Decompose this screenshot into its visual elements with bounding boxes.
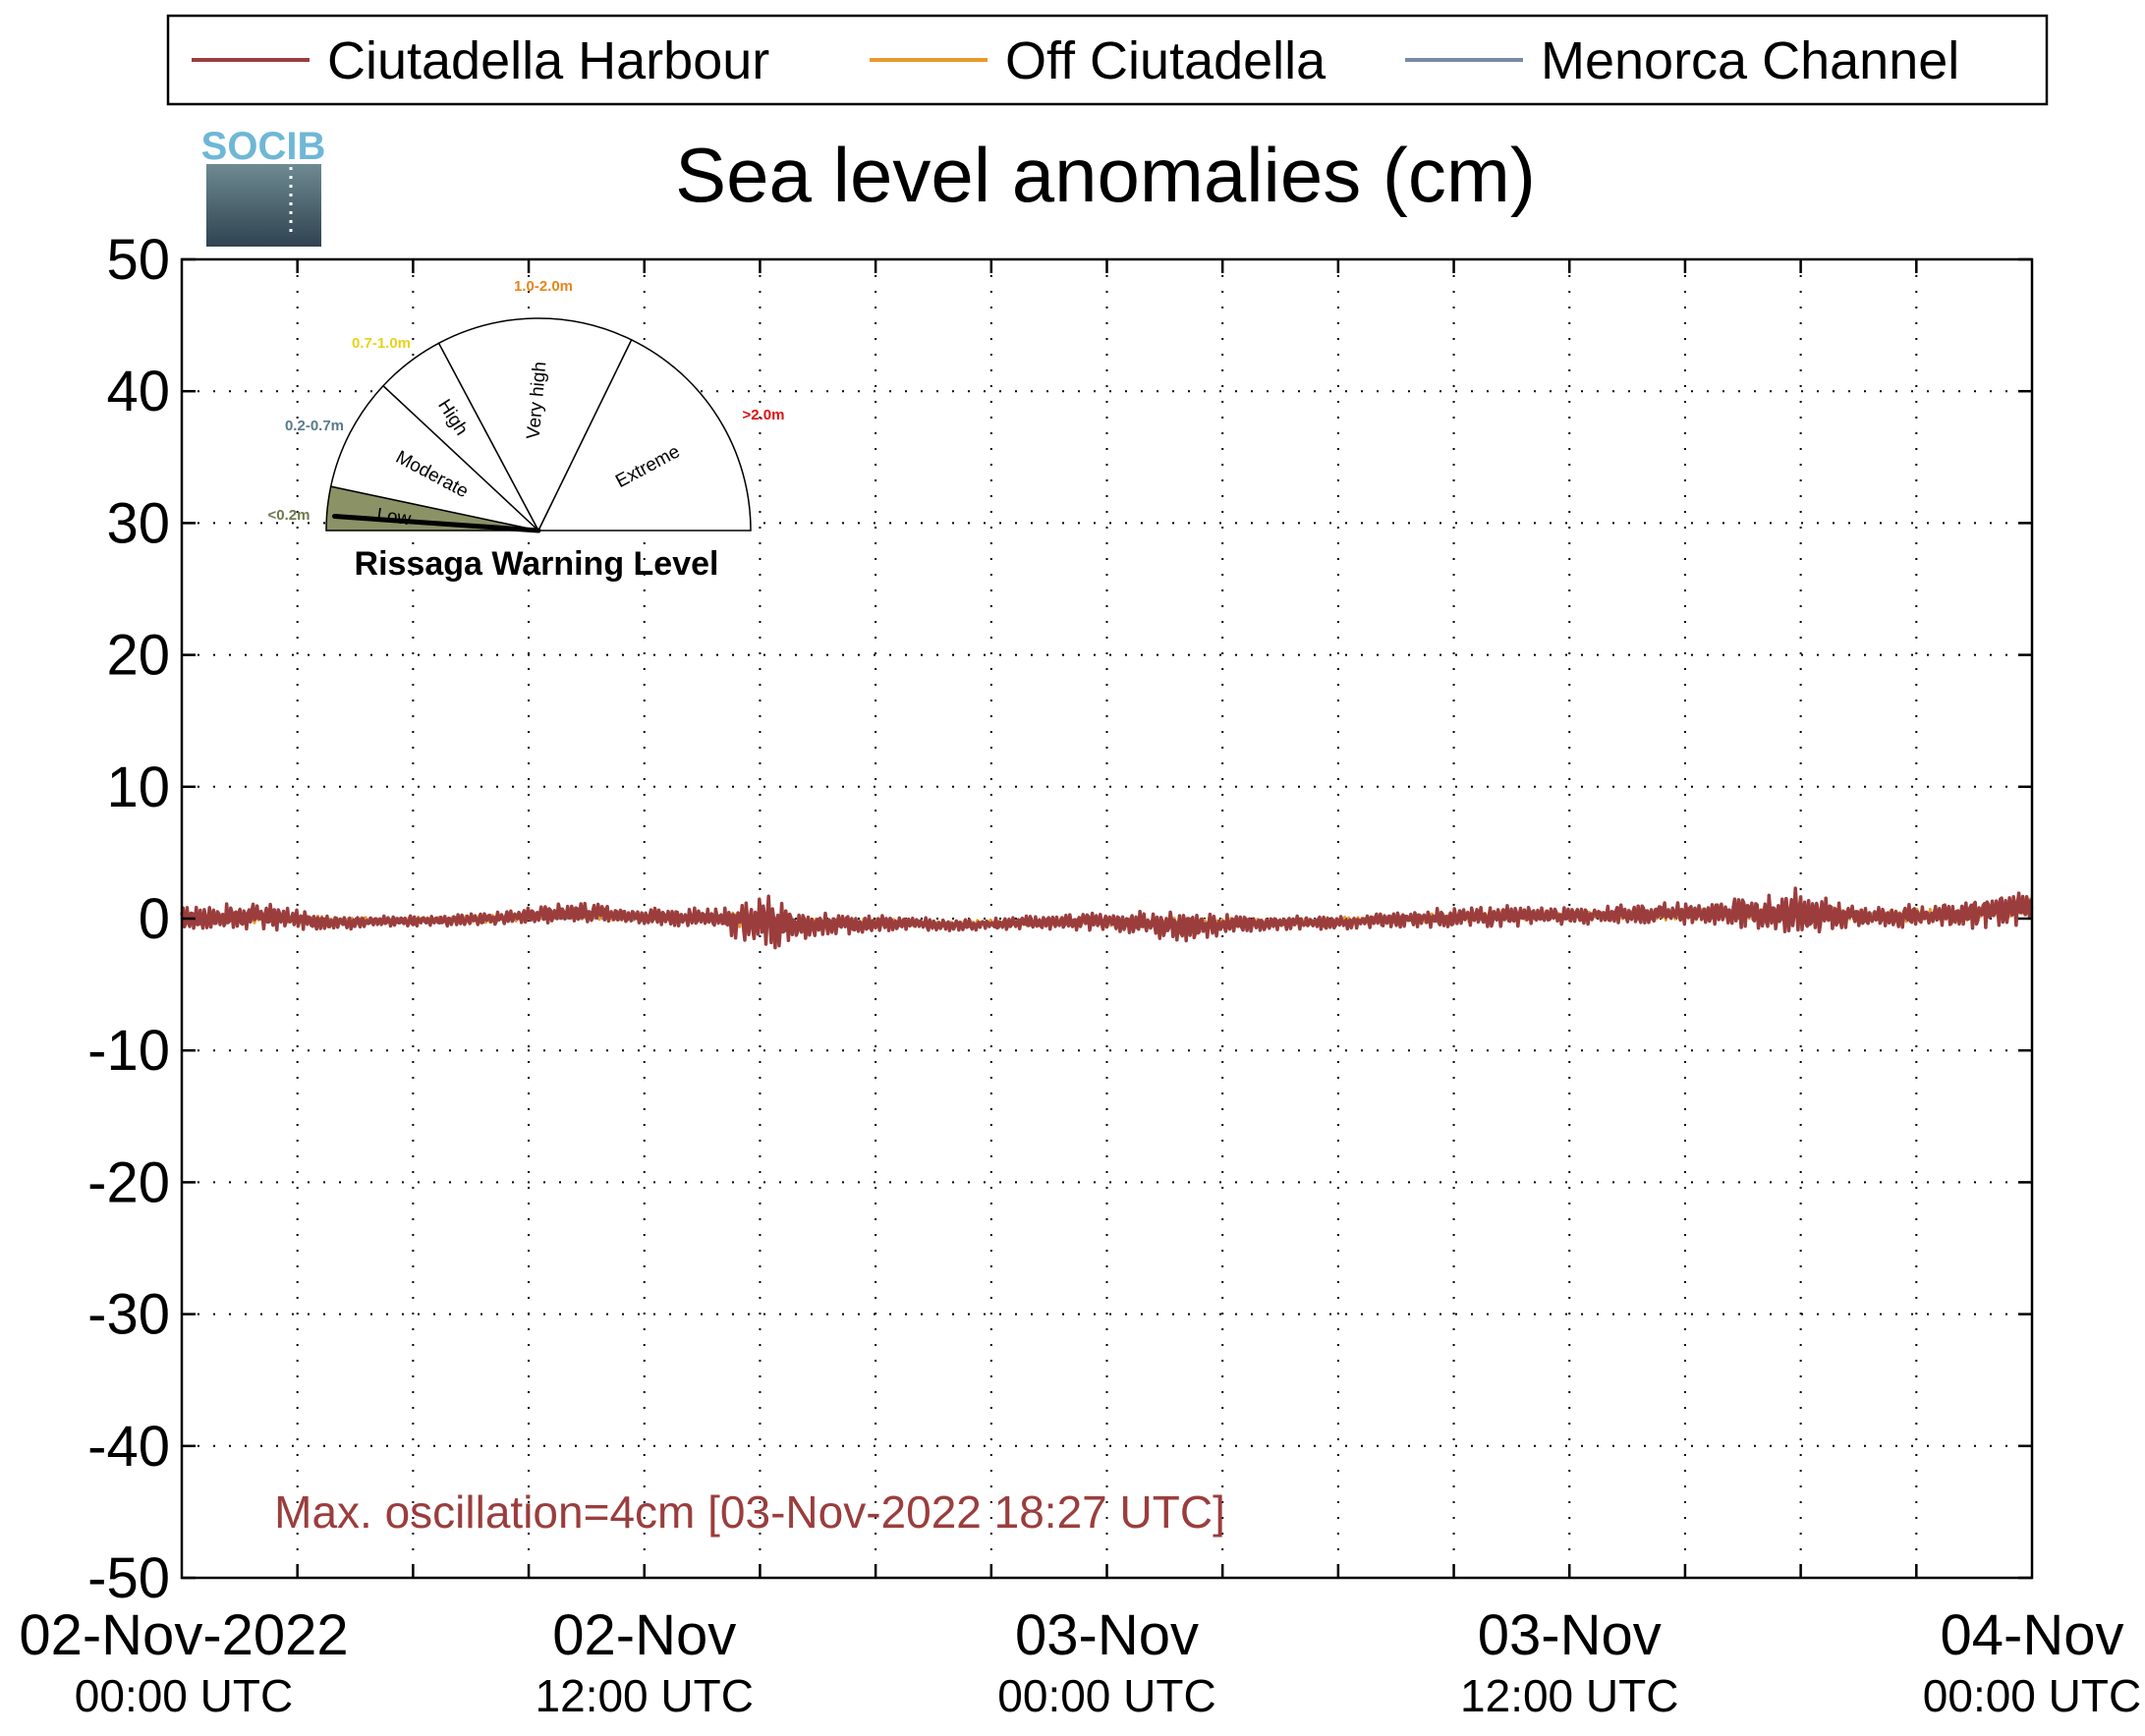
x-tick-label-time-3: 12:00 UTC (1460, 1670, 1678, 1721)
gauge-segment-2 (329, 384, 541, 532)
x-tick-label-time-2: 00:00 UTC (997, 1670, 1215, 1721)
y-tick-label-8: -30 (87, 1283, 170, 1347)
gauge-title: Rissaga Warning Level (355, 545, 719, 583)
logo-text: SOCIB (201, 125, 326, 168)
gauge-range-label-2: 0.2-0.7m (285, 418, 344, 434)
y-tick-label-5: 0 (139, 887, 170, 951)
y-tick-label-10: -50 (87, 1546, 170, 1610)
y-tick-label-2: 30 (106, 491, 170, 555)
y-axis-tick-labels: 50 40 30 20 10 0 -10 -20 -30 -40 -50 (87, 228, 170, 1610)
legend-label-3: Menorca Channel (1541, 31, 1959, 90)
gauge-needle (332, 514, 541, 533)
gauge-range-label-3: 0.7-1.0m (352, 335, 411, 352)
gauge-range-label-1: <0.2m (268, 507, 310, 524)
y-tick-label-4: 10 (106, 756, 170, 819)
x-tick-label-date-0: 02-Nov-2022 (19, 1603, 348, 1667)
legend-frame (166, 14, 2049, 106)
x-tick-label-date-2: 03-Nov (1015, 1603, 1199, 1667)
y-tick-label-0: 50 (106, 228, 170, 292)
x-tick-label-date-1: 02-Nov (552, 1603, 736, 1667)
axis-ticks (182, 257, 2032, 1580)
chart-title: Sea level anomalies (cm) (675, 132, 1536, 218)
x-tick-label-time-0: 00:00 UTC (75, 1670, 293, 1721)
series-layer (180, 886, 2034, 950)
y-tick-label-9: -40 (87, 1415, 170, 1479)
y-tick-label-6: -10 (87, 1019, 170, 1083)
y-tick-label-3: 20 (106, 624, 170, 688)
x-tick-label-date-4: 04-Nov (1941, 1603, 2124, 1667)
legend-label-1: Ciutadella Harbour (327, 31, 769, 90)
max-oscillation-annotation: Max. oscillation=4cm [03-Nov-2022 18:27 … (274, 1486, 1225, 1538)
gauge-segment-4 (437, 317, 633, 532)
gauge-range-label-4: 1.0-2.0m (514, 278, 573, 295)
legend: Ciutadella Harbour Off Ciutadella Menorca … (166, 14, 2049, 106)
x-tick-label-time-1: 12:00 UTC (536, 1670, 754, 1721)
series-line-1 (180, 886, 2033, 950)
x-tick-label-date-3: 03-Nov (1478, 1603, 1662, 1667)
x-tick-label-time-4: 00:00 UTC (1923, 1670, 2141, 1721)
y-tick-label-1: 40 (106, 360, 170, 423)
legend-label-2: Off Ciutadella (1005, 31, 1327, 90)
gauge-range-label-5: >2.0m (743, 407, 785, 423)
gauge-segment-5 (536, 338, 752, 532)
socib-logo: SOCIB (201, 125, 326, 247)
logo-block (206, 164, 321, 247)
y-tick-label-7: -20 (87, 1150, 170, 1214)
